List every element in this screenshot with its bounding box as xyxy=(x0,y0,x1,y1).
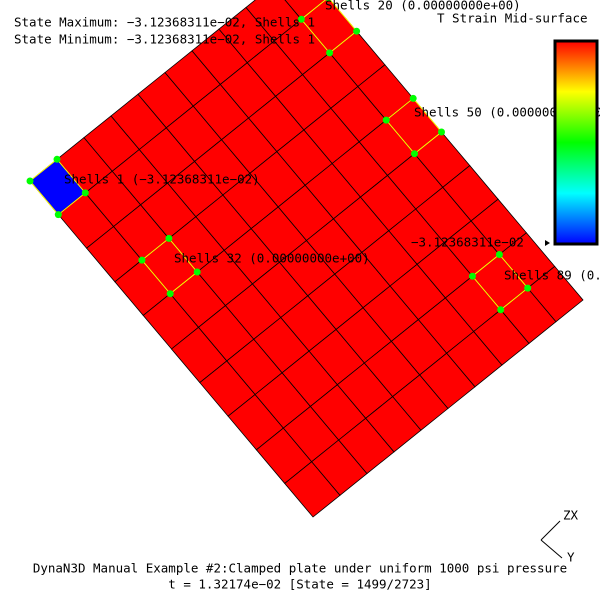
node-marker xyxy=(54,211,62,219)
node-marker xyxy=(411,150,418,158)
state-min: State Minimum: −3.12368311e−02, Shells 1 xyxy=(14,32,315,47)
highlights xyxy=(26,0,532,314)
node-marker xyxy=(468,272,476,280)
triad-y: Y xyxy=(567,550,575,565)
legend-title: T Strain Mid-surface xyxy=(437,11,588,26)
node-marker xyxy=(166,290,174,298)
node-marker xyxy=(26,177,34,185)
footer-title: DynaN3D Manual Example #2:Clamped plate … xyxy=(33,561,567,576)
node-marker xyxy=(193,268,201,276)
node-marker xyxy=(53,155,61,163)
legend-pointer xyxy=(545,240,550,246)
color-bar xyxy=(553,39,599,246)
node-marker xyxy=(297,15,305,23)
axis-triad xyxy=(540,520,563,559)
node-marker xyxy=(138,256,146,264)
node-marker xyxy=(409,94,417,102)
node-marker xyxy=(81,189,89,197)
state-max: State Maximum: −3.12368311e−02, Shells 1 xyxy=(14,15,315,30)
node-marker xyxy=(326,49,334,57)
node-marker xyxy=(165,234,173,242)
annotation: Shells 20 (0.00000000e+00) xyxy=(325,0,521,13)
node-marker xyxy=(438,128,445,136)
footer-time: t = 1.32174e−02 [State = 1499/2723] xyxy=(168,577,431,592)
annotation: Shells 32 (0.00000000e+00) xyxy=(174,251,370,266)
shell-element xyxy=(527,265,584,323)
shell-element xyxy=(284,0,326,20)
annotation: Shells 1 (−3.12368311e−02) xyxy=(64,172,260,187)
node-marker xyxy=(495,251,503,258)
node-marker xyxy=(382,116,390,124)
node-marker xyxy=(497,306,505,314)
mesh xyxy=(29,0,584,518)
node-marker xyxy=(353,27,361,35)
triad-z: ZX xyxy=(563,508,579,523)
node-marker xyxy=(524,284,532,292)
legend-min: −3.12368311e−02 xyxy=(411,235,524,250)
node-marker xyxy=(325,0,331,2)
annotation: Shells 89 (0.00000000e+00) xyxy=(504,268,600,283)
